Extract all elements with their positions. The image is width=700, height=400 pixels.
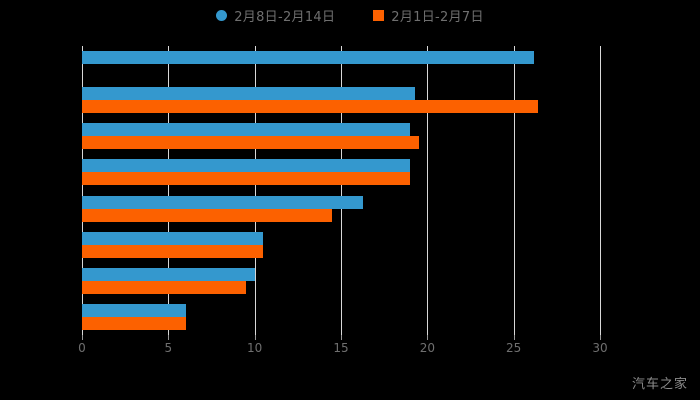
legend-label-series-0: 2月8日-2月14日 [234,10,336,25]
y-axis-line [82,46,83,335]
bar-美国-series-0[interactable] [82,51,535,65]
x-tick-mark-15 [341,335,342,340]
x-tick-mark-25 [513,335,515,340]
bar-德国-series-0[interactable] [82,87,416,101]
bar-row: 法国 [82,159,600,186]
x-tick-label-10: 10 [247,341,263,355]
gridline-15 [341,46,342,335]
watermark: 汽车之家 [631,377,688,392]
bar-韩国-series-0[interactable] [82,195,364,209]
bar-日本-series-1[interactable] [82,244,264,258]
bar-英国-series-1[interactable] [82,316,186,330]
gridline-30 [600,46,601,335]
bar-row: 德国 [82,87,600,114]
x-tick-label-15: 15 [333,341,349,355]
bar-row: 韩国 [82,195,600,222]
x-tick-label-5: 5 [164,341,173,355]
legend-square-marker-icon [373,10,385,21]
x-axis: 0 5 10 15 20 25 30 [78,335,608,359]
x-tick-mark-5 [168,335,170,340]
legend-item-series-0[interactable]: 2月8日-2月14日 [216,6,335,25]
bar-row: 英国 [82,303,600,330]
x-tick-mark-20 [427,335,429,340]
chart-legend: 2月8日-2月14日 2月1日-2月7日 [0,6,700,25]
bar-日本-series-0[interactable] [82,231,264,245]
x-tick-label-25: 25 [506,341,522,355]
gridline-25 [513,46,515,335]
bar-法国-series-1[interactable] [82,172,411,186]
bar-中国-series-0[interactable] [82,267,255,281]
bar-row: 美国 [82,51,600,77]
bar-其他-series-0[interactable] [82,123,411,137]
bar-row: 其他 [82,123,600,150]
x-tick-label-30: 30 [592,341,608,355]
legend-label-series-1: 2月1日-2月7日 [391,10,484,25]
bar-英国-series-0[interactable] [82,303,186,317]
legend-item-series-1[interactable]: 2月1日-2月7日 [373,6,483,25]
bar-中国-series-1[interactable] [82,280,247,294]
gridline-5 [168,46,170,335]
plot-area: 美国德国其他法国韩国日本中国英国 [82,46,601,335]
x-tick-label-20: 20 [419,341,435,355]
x-tick-label-0: 0 [78,341,86,355]
bar-韩国-series-1[interactable] [82,208,333,222]
x-tick-mark-10 [254,335,256,340]
bar-德国-series-1[interactable] [82,100,538,114]
gridline-20 [427,46,429,335]
legend-circle-marker-icon [216,10,228,21]
bar-row: 中国 [82,267,600,294]
x-tick-mark-30 [600,335,601,340]
gridline-10 [254,46,256,335]
bar-row: 日本 [82,231,600,258]
bar-法国-series-0[interactable] [82,159,411,173]
bar-其他-series-1[interactable] [82,136,419,150]
x-tick-mark-0 [82,335,83,340]
